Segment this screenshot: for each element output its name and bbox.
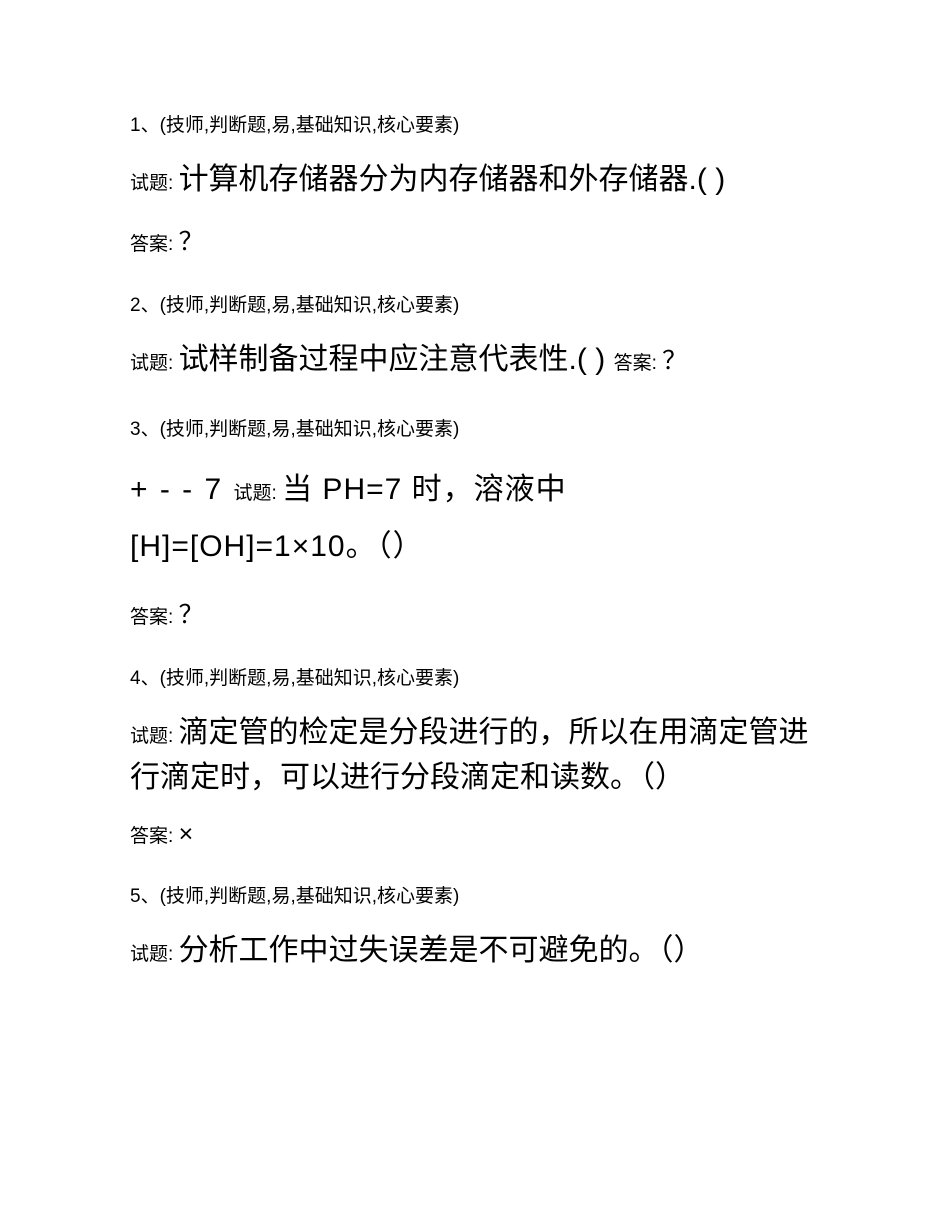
stem-text: 计算机存储器分为内存储器和外存储器.( ) bbox=[179, 163, 726, 196]
answer-mark: ？ bbox=[662, 347, 687, 375]
stem-text: 分析工作中过失误差是不可避免的。（） bbox=[179, 934, 704, 967]
stem-label: 试题: bbox=[130, 726, 179, 747]
question-5-meta: 5、(技师,判断题,易,基础知识,核心要素) bbox=[130, 881, 820, 908]
question-5: 5、(技师,判断题,易,基础知识,核心要素) 试题: 分析工作中过失误差是不可避… bbox=[130, 881, 820, 973]
answer-mark: × bbox=[179, 820, 194, 848]
question-1-stem: 试题: 计算机存储器分为内存储器和外存储器.( ) bbox=[130, 157, 820, 202]
question-5-stem: 试题: 分析工作中过失误差是不可避免的。（） bbox=[130, 928, 820, 973]
stem-text-1: 当 PH=7 时，溶液中 bbox=[282, 473, 567, 506]
stem-label: 试题: bbox=[130, 173, 179, 194]
question-3-meta: 3、(技师,判断题,易,基础知识,核心要素) bbox=[130, 414, 820, 441]
question-4-meta: 4、(技师,判断题,易,基础知识,核心要素) bbox=[130, 663, 820, 690]
stem-label: 试题: bbox=[130, 353, 179, 374]
question-4-stem: 试题: 滴定管的检定是分段进行的，所以在用滴定管进行滴定时，可以进行分段滴定和读… bbox=[130, 710, 820, 800]
question-2-stem: 试题: 试样制备过程中应注意代表性.( ) 答案: ？ bbox=[130, 337, 820, 382]
question-2: 2、(技师,判断题,易,基础知识,核心要素) 试题: 试样制备过程中应注意代表性… bbox=[130, 290, 820, 382]
stem-label: 试题: bbox=[234, 483, 283, 504]
answer-mark: ？ bbox=[179, 228, 204, 256]
question-1: 1、(技师,判断题,易,基础知识,核心要素) 试题: 计算机存储器分为内存储器和… bbox=[130, 110, 820, 258]
answer-label: 答案: bbox=[130, 607, 179, 628]
stem-label: 试题: bbox=[130, 944, 179, 965]
stem-prefix: + - - 7 bbox=[130, 473, 234, 506]
question-1-meta: 1、(技师,判断题,易,基础知识,核心要素) bbox=[130, 110, 820, 137]
question-1-answer: 答案: ？ bbox=[130, 222, 820, 258]
question-2-meta: 2、(技师,判断题,易,基础知识,核心要素) bbox=[130, 290, 820, 317]
question-4-answer: 答案: × bbox=[130, 820, 820, 849]
stem-text: 滴定管的检定是分段进行的，所以在用滴定管进行滴定时，可以进行分段滴定和读数。（） bbox=[130, 716, 809, 794]
question-3: 3、(技师,判断题,易,基础知识,核心要素) + - - 7 试题: 当 PH=… bbox=[130, 414, 820, 631]
question-4: 4、(技师,判断题,易,基础知识,核心要素) 试题: 滴定管的检定是分段进行的，… bbox=[130, 663, 820, 849]
question-3-stem: + - - 7 试题: 当 PH=7 时，溶液中 [H]=[OH]=1×10。（） bbox=[130, 461, 820, 575]
answer-mark: ？ bbox=[179, 601, 204, 629]
answer-label: 答案: bbox=[130, 234, 179, 255]
answer-label: 答案: bbox=[130, 826, 179, 847]
question-3-answer: 答案: ？ bbox=[130, 595, 820, 631]
stem-text: 试样制备过程中应注意代表性.( ) bbox=[179, 343, 614, 376]
answer-label: 答案: bbox=[614, 353, 663, 374]
stem-text-2: [H]=[OH]=1×10。（） bbox=[130, 530, 424, 563]
